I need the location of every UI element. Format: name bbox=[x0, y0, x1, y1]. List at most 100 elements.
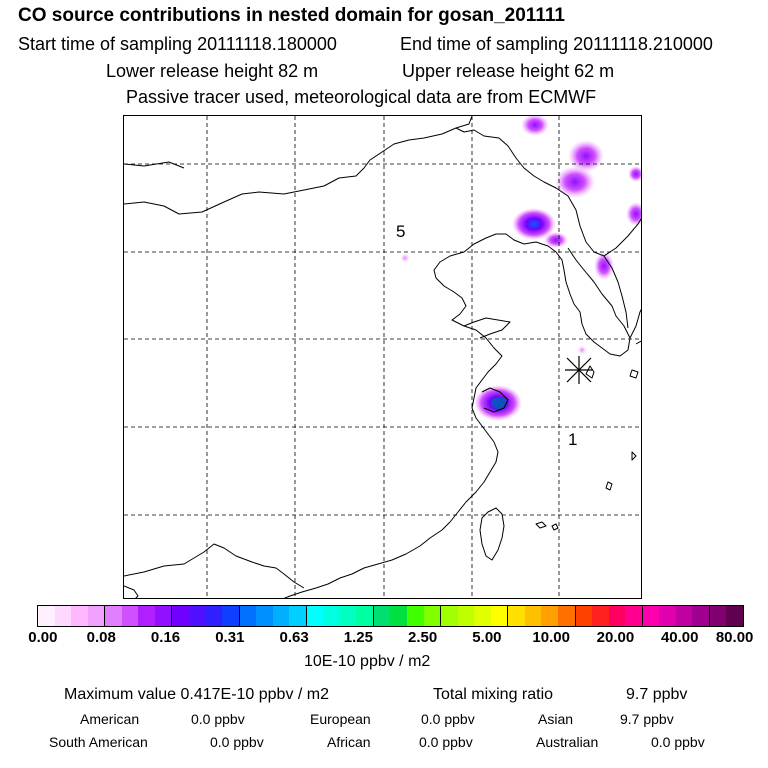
colorbar-segment bbox=[524, 606, 542, 626]
coast-ryukyu-5 bbox=[551, 523, 559, 531]
map-panel: 5 1 bbox=[123, 115, 642, 599]
plume-east-edge-2 bbox=[626, 202, 641, 226]
colorbar-segment bbox=[625, 606, 643, 626]
coast-shandong bbox=[463, 317, 511, 339]
sampling-start-time: Start time of sampling 20111118.180000 bbox=[18, 34, 337, 54]
border-southwest bbox=[124, 585, 139, 598]
colorbar-segment bbox=[726, 606, 743, 626]
coast-ryukyu-4 bbox=[535, 521, 547, 529]
coast-taiwan bbox=[479, 507, 505, 561]
colorbar-segment bbox=[306, 606, 324, 626]
colorbar-segment bbox=[71, 606, 88, 626]
colorbar-tick-label: 0.31 bbox=[215, 629, 245, 646]
region-name-australian: Australian bbox=[536, 734, 599, 750]
colorbar-segment bbox=[557, 606, 576, 626]
plume-liaoning bbox=[512, 208, 556, 240]
lat-lon-grid bbox=[124, 116, 641, 598]
border-mongolia bbox=[124, 116, 473, 215]
colorbar-tick-label: 0.08 bbox=[86, 629, 116, 646]
colorbar-tick-label: 0.16 bbox=[150, 629, 181, 646]
colorbar-segment bbox=[675, 606, 693, 626]
colorbar-segment bbox=[289, 606, 307, 626]
region-name-asian: Asian bbox=[538, 711, 574, 727]
coast-korea bbox=[523, 241, 631, 357]
colorbar-segment bbox=[692, 606, 710, 626]
region-value-australian: 0.0 ppbv bbox=[651, 734, 705, 750]
plume-east-edge bbox=[628, 166, 641, 182]
colorbar-tick-label: 80.00 bbox=[715, 629, 754, 646]
plot-title: CO source contributions in nested domain… bbox=[18, 5, 565, 26]
colorbar-segment bbox=[138, 606, 155, 626]
colorbar bbox=[37, 605, 744, 627]
colorbar-segment bbox=[642, 606, 660, 626]
coast-ryukyu-3 bbox=[605, 481, 613, 491]
colorbar-segment bbox=[172, 606, 189, 626]
max-value: Maximum value 0.417E-10 ppbv / m2 bbox=[64, 686, 330, 703]
colorbar-unit: 10E-10 ppbv / m2 bbox=[304, 653, 431, 670]
colorbar-segment bbox=[373, 606, 391, 626]
region-value-south-american: 0.0 ppbv bbox=[210, 734, 264, 750]
colorbar-segment bbox=[659, 606, 676, 626]
tracer-note: Passive tracer used, meteorological data… bbox=[126, 87, 597, 107]
upper-release-height: Upper release height 62 m bbox=[402, 61, 615, 81]
plume-shanghai-core bbox=[491, 397, 507, 409]
colorbar-tick-label: 20.00 bbox=[596, 629, 635, 646]
colorbar-tick-label: 1.25 bbox=[343, 629, 373, 646]
colorbar-segment bbox=[709, 606, 727, 626]
region-name-european: European bbox=[310, 711, 371, 727]
colorbar-tick-label: 2.50 bbox=[408, 629, 438, 646]
colorbar-segment bbox=[188, 606, 206, 626]
region-value-african: 0.0 ppbv bbox=[419, 734, 473, 750]
coast-japan-tsushima bbox=[585, 365, 595, 379]
colorbar-segment bbox=[239, 606, 257, 626]
coast-shanghai bbox=[481, 387, 509, 413]
colorbar-segment bbox=[490, 606, 509, 626]
coast-korea-east-2 bbox=[603, 255, 629, 329]
total-mixing-value: 9.7 ppbv bbox=[626, 686, 688, 703]
colorbar-segment bbox=[121, 606, 139, 626]
colorbar-segment bbox=[592, 606, 609, 626]
colorbar-segment bbox=[256, 606, 273, 626]
coast-east-china bbox=[283, 441, 499, 598]
colorbar-segment bbox=[608, 606, 626, 626]
colorbar-segment bbox=[441, 606, 458, 626]
region-name-african: African bbox=[327, 734, 371, 750]
colorbar-segment bbox=[407, 606, 424, 626]
plume-small-west bbox=[400, 253, 410, 263]
plume-north-korea-east bbox=[521, 116, 549, 136]
region-name-american: American bbox=[80, 711, 140, 727]
colorbar-segment bbox=[87, 606, 106, 626]
colorbar-segment bbox=[474, 606, 491, 626]
region-name-south-american: South American bbox=[49, 734, 148, 750]
colorbar-segment bbox=[154, 606, 173, 626]
coast-bohai bbox=[433, 233, 525, 443]
concentration-plumes bbox=[400, 116, 641, 421]
plume-manchuria-south bbox=[555, 166, 595, 198]
colorbar-segment bbox=[38, 606, 55, 626]
border-russia bbox=[124, 161, 185, 169]
colorbar-tick-label: 10.00 bbox=[532, 629, 570, 646]
region-value-european: 0.0 ppbv bbox=[421, 711, 475, 727]
coast-ryukyu-2 bbox=[631, 451, 637, 461]
colorbar-segment bbox=[323, 606, 340, 626]
colorbar-segment bbox=[457, 606, 475, 626]
colorbar-segment bbox=[222, 606, 240, 626]
colorbar-segment bbox=[541, 606, 558, 626]
colorbar-segment bbox=[105, 606, 122, 626]
colorbar-segment bbox=[423, 606, 442, 626]
plume-korea-north bbox=[594, 252, 614, 280]
colorbar-segment bbox=[339, 606, 357, 626]
coast-japan-kyushu bbox=[635, 340, 641, 345]
map-label-1: 1 bbox=[568, 430, 578, 449]
map-canvas bbox=[124, 116, 641, 598]
colorbar-tick-label: 40.00 bbox=[660, 629, 699, 646]
plume-korea-south bbox=[577, 345, 587, 355]
plume-liaoning-tail bbox=[544, 232, 568, 248]
region-value-asian: 9.7 ppbv bbox=[620, 711, 674, 727]
region-value-american: 0.0 ppbv bbox=[191, 711, 245, 727]
colorbar-tick-label: 0.00 bbox=[28, 629, 58, 646]
lower-release-height: Lower release height 82 m bbox=[106, 61, 319, 81]
map-label-5: 5 bbox=[396, 222, 406, 241]
colorbar-segment bbox=[272, 606, 290, 626]
colorbar-segment bbox=[390, 606, 408, 626]
